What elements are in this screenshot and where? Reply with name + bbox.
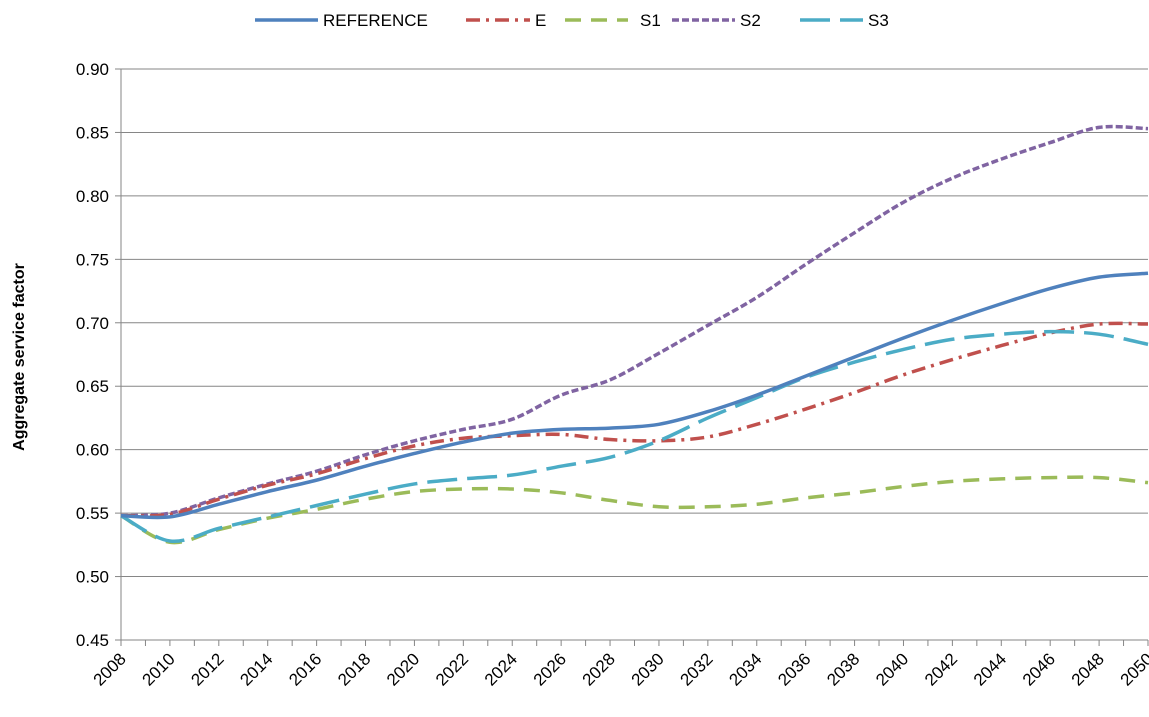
x-tick-label: 2042 (921, 649, 961, 689)
x-tick-label: 2038 (823, 649, 863, 689)
y-tick-label: 0.75 (76, 250, 109, 269)
legend-item-s1: S1 (565, 11, 661, 30)
x-tick-label: 2012 (187, 649, 227, 689)
x-tick-label: 2022 (432, 649, 472, 689)
series-line-s1 (120, 475, 1149, 545)
y-tick-labels: 0.45 0.50 0.55 0.60 0.65 0.70 0.75 0.80 0.85 0.90 (76, 60, 109, 650)
legend-label: S1 (640, 11, 661, 30)
series-line-reference (120, 271, 1149, 520)
x-tick-label: 2008 (90, 649, 130, 689)
y-tick-label: 0.50 (76, 568, 109, 587)
legend-item-s3: S3 (800, 11, 889, 30)
x-tick-label: 2010 (139, 649, 179, 689)
legend-item-s2: S2 (672, 11, 761, 30)
legend-label: S2 (740, 11, 761, 30)
y-tick-label: 0.90 (76, 60, 109, 79)
legend-label: REFERENCE (323, 11, 428, 30)
x-tick-label: 2020 (383, 649, 423, 689)
x-tick-label: 2032 (677, 649, 717, 689)
series-line-s2 (120, 124, 1149, 518)
x-tick-label: 2028 (579, 649, 619, 689)
y-axis-title: Aggregate service factor (11, 263, 28, 451)
x-tick-label: 2048 (1068, 649, 1108, 689)
y-tick-label: 0.55 (76, 504, 109, 523)
y-tick-label: 0.70 (76, 314, 109, 333)
legend-label: E (535, 11, 546, 30)
x-tick-label: 2050 (1117, 649, 1149, 689)
legend: REFERENCE E S1 S2 S3 (255, 11, 889, 30)
x-tick-label: 2024 (481, 649, 521, 689)
y-tick-label: 0.45 (76, 631, 109, 650)
series-lines (120, 124, 1149, 545)
series-line-s3 (120, 329, 1149, 544)
x-tick-label: 2046 (1019, 649, 1059, 689)
y-tick-label: 0.85 (76, 123, 109, 142)
x-tick-label: 2034 (725, 649, 765, 689)
x-tick-label: 2044 (970, 649, 1010, 689)
x-tick-label: 2018 (334, 649, 374, 689)
grid-lines (121, 68, 1148, 578)
x-tick-label: 2040 (872, 649, 912, 689)
x-tick-labels: 2008 2010 2012 2014 2016 2018 2020 2022 2024 2026… (90, 649, 1149, 689)
axes (115, 68, 1149, 646)
x-tick-label: 2016 (285, 649, 325, 689)
y-tick-label: 0.65 (76, 377, 109, 396)
x-tick-label: 2026 (530, 649, 570, 689)
series-line-e (120, 321, 1149, 518)
legend-label: S3 (868, 11, 889, 30)
legend-item-e: E (466, 11, 546, 30)
y-tick-label: 0.60 (76, 441, 109, 460)
y-tick-label: 0.80 (76, 187, 109, 206)
x-tick-label: 2030 (628, 649, 668, 689)
x-tick-label: 2014 (236, 649, 276, 689)
legend-item-reference: REFERENCE (255, 11, 428, 30)
x-tick-label: 2036 (774, 649, 814, 689)
